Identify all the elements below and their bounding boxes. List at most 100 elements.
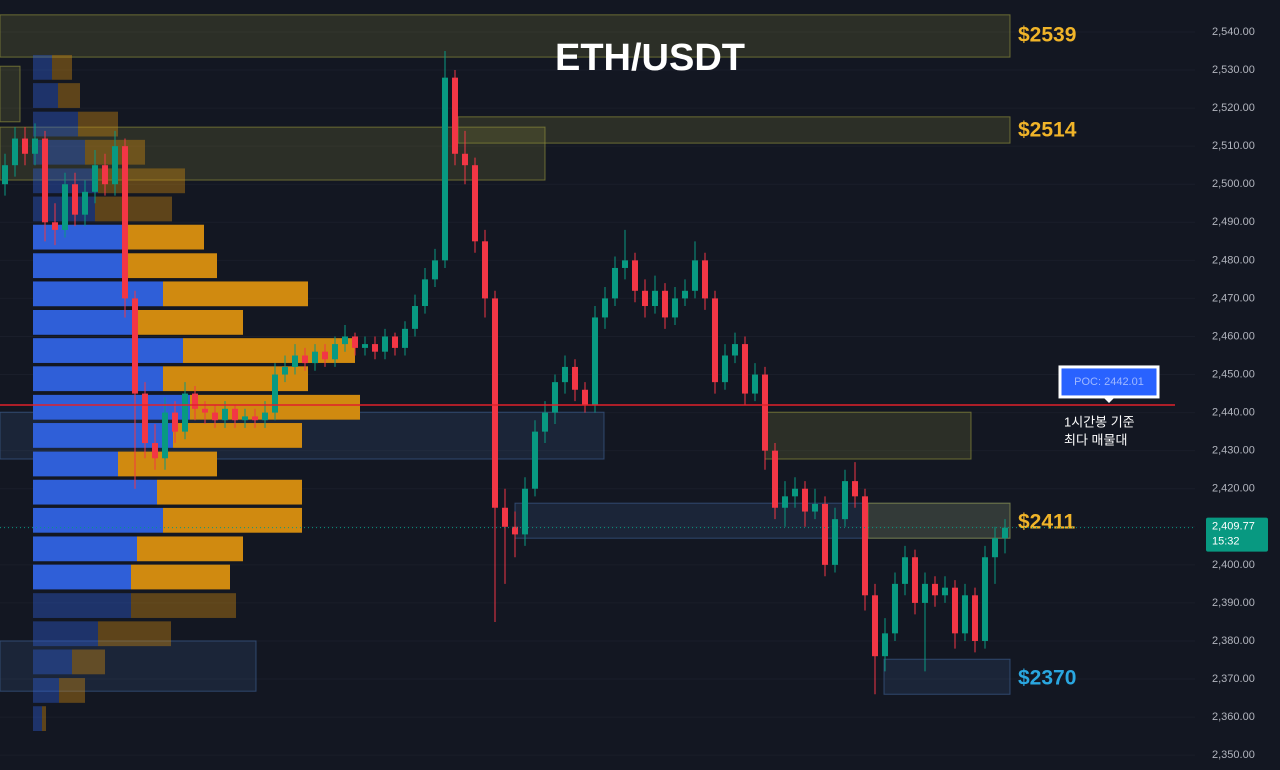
candle-body [172,412,178,432]
profile-sell [42,706,46,732]
zone [867,502,1011,539]
candle-body [822,503,828,565]
poc-label: POC: 2442.01 [1074,376,1144,388]
zones [0,14,1195,756]
y-tick-label: 2,400.00 [1212,559,1255,571]
y-tick-label: 2,360.00 [1212,711,1255,723]
candle-body [492,298,498,508]
candle-body [892,583,898,634]
candle-body [952,587,958,634]
profile-sell [95,196,172,222]
profile-sell [163,507,302,533]
profile-buy [33,536,137,562]
y-tick-label: 2,390.00 [1212,597,1255,609]
candle-body [212,412,218,421]
candle-body [602,298,608,318]
candle-body [292,355,298,367]
candle-body [872,595,878,657]
candle-body [22,138,28,154]
last-price-box [1206,517,1268,552]
profile-sell [78,111,118,137]
candles [2,51,1008,695]
zone [457,116,1011,144]
candle-body [852,481,858,497]
candle-body [462,153,468,166]
candle-body [332,344,338,360]
candle-body [152,443,158,459]
candle-body [442,77,448,261]
candle-body [722,355,728,383]
profile-buy [33,507,163,533]
profile-sell [58,83,80,108]
candle-body [202,408,208,413]
y-tick-label: 2,460.00 [1212,330,1255,342]
candle-body [82,191,88,215]
countdown: 15:32 [1212,536,1240,548]
candle-body [132,298,138,394]
annotation: 1시간봉 기준 [1064,414,1135,429]
candle-body [272,374,278,413]
candle-body [352,336,358,348]
candle-body [552,382,558,413]
profile-buy [33,706,42,732]
candle-body [482,241,488,299]
profile-sell [122,253,217,279]
profile-sell [98,168,185,194]
candle-body [12,138,18,166]
y-tick-label: 2,420.00 [1212,483,1255,495]
candle-body [842,481,848,520]
candle-body [362,344,368,348]
profile-sell [59,678,85,703]
candle-body [522,488,528,535]
profile-buy [33,83,58,108]
profile-buy [33,479,157,505]
candle-body [612,267,618,299]
candle-body [882,633,888,657]
zone [0,65,21,123]
candle-body [792,488,798,497]
candle-body [652,290,658,307]
candle-body [672,298,678,318]
candle-body [92,165,98,192]
annotation: 최다 매물대 [1064,432,1127,447]
profile-sell [72,649,105,675]
profile-buy [33,253,122,279]
candle-body [942,587,948,596]
candle-body [192,393,198,409]
candle-body [972,595,978,641]
zone-label: $2514 [1018,118,1077,141]
candle-body [372,344,378,352]
chart-title: ETH/USDT [555,37,745,79]
candle-body [512,526,518,535]
candle-body [222,408,228,421]
profile-sell [173,423,302,448]
y-tick-label: 2,350.00 [1212,749,1255,761]
candle-body [302,355,308,364]
candle-body [932,583,938,596]
candle-body [32,138,38,154]
candle-body [542,412,548,432]
candle-body [472,165,478,242]
y-tick-label: 2,440.00 [1212,407,1255,419]
candle-body [912,557,918,603]
candle-body [762,374,768,451]
y-tick-label: 2,490.00 [1212,216,1255,228]
candle-body [682,290,688,299]
candle-body [452,77,458,154]
candle-body [392,336,398,348]
profile-buy [33,309,133,335]
candle-body [622,260,628,268]
y-tick-label: 2,530.00 [1212,64,1255,76]
candle-body [662,290,668,318]
candle-body [242,416,248,421]
candle-body [122,146,128,299]
candle-body [162,412,168,459]
profile-buy [33,649,72,675]
last-price-label: 2,409.77 [1212,521,1255,533]
candle-body [712,298,718,383]
candle-body [812,503,818,512]
profile-sell [98,621,171,647]
candle-body [502,507,508,527]
y-tick-label: 2,470.00 [1212,292,1255,304]
candle-body [802,488,808,512]
